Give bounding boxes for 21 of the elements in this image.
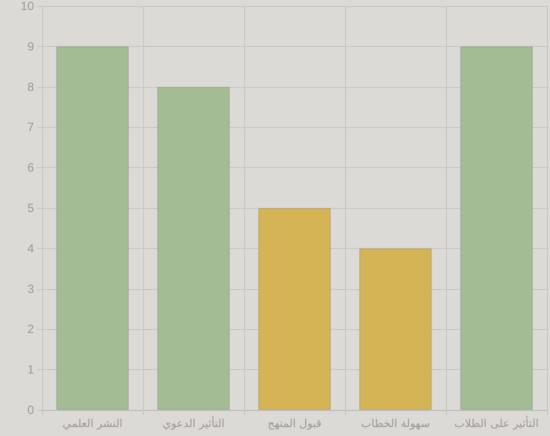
y-tick-label: 5 [27,201,34,215]
x-tick-label: النشر العلمي [62,417,122,430]
y-tick-label: 1 [27,362,34,377]
bar [56,46,129,410]
y-tick-label: 4 [27,241,34,256]
y-tick-label: 7 [27,120,34,134]
x-tick-label: التأثير على الطلاب [454,415,539,430]
y-tick-label: 9 [27,39,34,54]
x-tick-label: سهولة الخطاب [361,417,430,430]
y-tick-label: 0 [27,403,34,417]
bar [359,248,432,410]
x-tick-label: قبول المنهج [267,417,322,430]
x-tick-label: التأثير الدعوي [162,415,225,430]
bar [258,208,331,410]
y-tick-label: 3 [27,282,34,296]
y-tick-label: 10 [20,0,34,13]
y-tick-label: 2 [27,322,34,336]
y-tick-label: 6 [27,160,34,175]
bar [460,46,533,410]
y-tick-label: 8 [27,80,34,94]
bar [157,86,230,410]
